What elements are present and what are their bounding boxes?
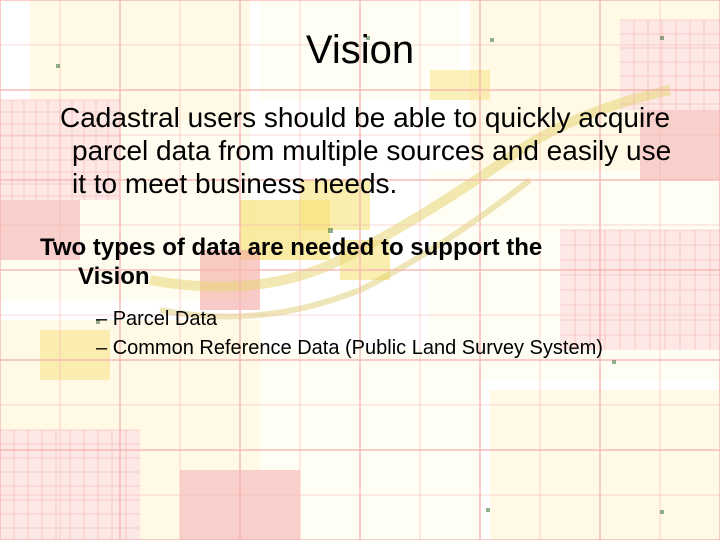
slide: Vision Cadastral users should be able to… bbox=[0, 0, 720, 540]
subhead-line2: Vision bbox=[40, 263, 680, 292]
slide-content: Vision Cadastral users should be able to… bbox=[0, 0, 720, 540]
subheading: Two types of data are needed to support … bbox=[40, 234, 680, 292]
slide-title: Vision bbox=[40, 28, 680, 73]
bullet-list: Parcel Data Common Reference Data (Publi… bbox=[96, 306, 680, 362]
vision-statement: Cadastral users should be able to quickl… bbox=[60, 101, 680, 200]
subhead-line1: Two types of data are needed to support … bbox=[40, 234, 542, 261]
list-item: Common Reference Data (Public Land Surve… bbox=[96, 335, 680, 362]
list-item: Parcel Data bbox=[96, 306, 680, 333]
